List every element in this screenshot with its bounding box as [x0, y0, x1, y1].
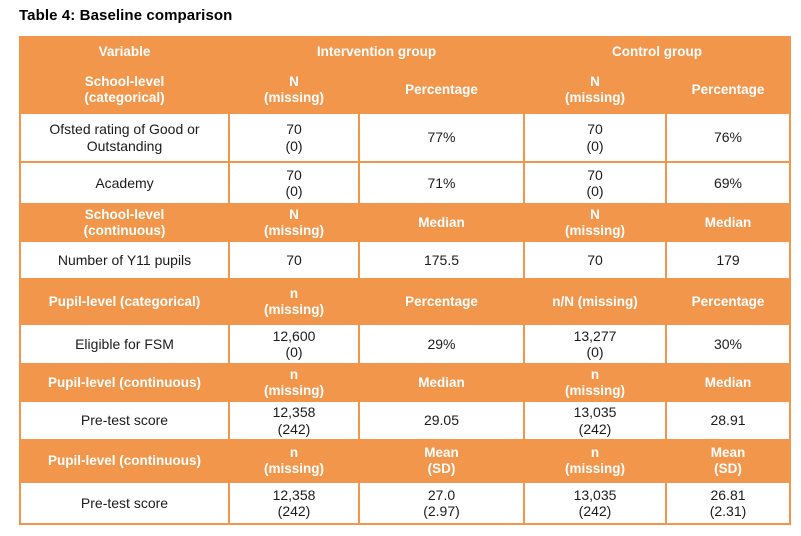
data-cell-r7-c0: Eligible for FSM — [19, 323, 230, 365]
header-cell-r4-c2: Median — [358, 203, 525, 242]
data-cell-r11-c4: 26.81 (2.31) — [664, 481, 792, 525]
data-cell-r9-c2: 29.05 — [358, 400, 525, 441]
table-row: Eligible for FSM 12,600 (0) 29% 13,277 (0) 3… — [19, 323, 792, 365]
data-cell-r9-c4: 28.91 — [664, 400, 792, 441]
table-title: Table 4: Baseline comparison — [19, 7, 233, 24]
data-cell-r11-c0: Pre-test score — [19, 481, 230, 525]
header-cell-r1-c1: N (missing) — [228, 66, 360, 114]
data-cell-r2-c2: 77% — [358, 112, 525, 163]
header-cell-r1-c4: Percentage — [664, 66, 792, 114]
data-cell-r2-c0: Ofsted rating of Good or Outstanding — [19, 112, 230, 163]
table-row: Number of Y11 pupils 70 175.5 70 179 — [19, 240, 792, 280]
header-cell-r4-c0: School-level (continuous) — [19, 203, 230, 242]
header-cell-r4-c4: Median — [664, 203, 792, 242]
data-cell-r11-c1: 12,358 (242) — [228, 481, 360, 525]
table-row: Ofsted rating of Good or Outstanding 70 (… — [19, 112, 792, 163]
header-cell-r10-c3: n (missing) — [523, 439, 667, 483]
header-cell-r8-c4: Median — [664, 363, 792, 402]
data-cell-r9-c3: 13,035 (242) — [523, 400, 667, 441]
data-cell-r5-c2: 175.5 — [358, 240, 525, 280]
data-cell-r7-c1: 12,600 (0) — [228, 323, 360, 365]
header-cell-r1-c0: School-level (categorical) — [19, 66, 230, 114]
data-cell-r3-c3: 70 (0) — [523, 161, 667, 205]
data-cell-r9-c1: 12,358 (242) — [228, 400, 360, 441]
header-row: Pupil-level (continuous) n (missing) Mean … — [19, 439, 792, 483]
table-row: Academy 70 (0) 71% 70 (0) 69% — [19, 161, 792, 205]
header-cell-r0-c2: Control group — [522, 36, 792, 68]
header-cell-r6-c3: n/N (missing) — [523, 278, 667, 325]
header-row: Pupil-level (continuous) n (missing) Media… — [19, 363, 792, 402]
table-body: Variable Intervention group Control group S… — [19, 36, 792, 525]
header-cell-r0-c1: Intervention group — [228, 36, 525, 68]
header-cell-r6-c4: Percentage — [664, 278, 792, 325]
header-cell-r4-c3: N (missing) — [523, 203, 667, 242]
data-cell-r5-c4: 179 — [664, 240, 792, 280]
data-cell-r11-c2: 27.0 (2.97) — [358, 481, 525, 525]
header-row: Pupil-level (categorical) n (missing) Perc… — [19, 278, 792, 325]
data-cell-r9-c0: Pre-test score — [19, 400, 230, 441]
header-cell-r6-c2: Percentage — [358, 278, 525, 325]
header-cell-r1-c3: N (missing) — [523, 66, 667, 114]
data-cell-r7-c2: 29% — [358, 323, 525, 365]
data-cell-r11-c3: 13,035 (242) — [523, 481, 667, 525]
header-cell-r1-c2: Percentage — [358, 66, 525, 114]
data-cell-r3-c0: Academy — [19, 161, 230, 205]
header-cell-r10-c1: n (missing) — [228, 439, 360, 483]
data-cell-r3-c4: 69% — [664, 161, 792, 205]
data-cell-r3-c1: 70 (0) — [228, 161, 360, 205]
header-cell-r6-c1: n (missing) — [228, 278, 360, 325]
data-cell-r5-c1: 70 — [228, 240, 360, 280]
baseline-comparison-table: Variable Intervention group Control group S… — [19, 36, 792, 525]
data-cell-r2-c1: 70 (0) — [228, 112, 360, 163]
data-cell-r5-c3: 70 — [523, 240, 667, 280]
data-cell-r3-c2: 71% — [358, 161, 525, 205]
header-cell-r4-c1: N (missing) — [228, 203, 360, 242]
header-cell-r8-c0: Pupil-level (continuous) — [19, 363, 230, 402]
header-cell-r0-c0: Variable — [19, 36, 230, 68]
header-row: School-level (categorical) N (missing) Per… — [19, 66, 792, 114]
table-row: Pre-test score 12,358 (242) 29.05 13,035 (2… — [19, 400, 792, 441]
data-cell-r2-c3: 70 (0) — [523, 112, 667, 163]
data-cell-r2-c4: 76% — [664, 112, 792, 163]
header-cell-r10-c0: Pupil-level (continuous) — [19, 439, 230, 483]
header-row: School-level (continuous) N (missing) Medi… — [19, 203, 792, 242]
data-cell-r7-c3: 13,277 (0) — [523, 323, 667, 365]
header-cell-r8-c3: n (missing) — [523, 363, 667, 402]
data-cell-r7-c4: 30% — [664, 323, 792, 365]
table-row: Pre-test score 12,358 (242) 27.0 (2.97) 13,… — [19, 481, 792, 525]
header-cell-r8-c2: Median — [358, 363, 525, 402]
header-cell-r8-c1: n (missing) — [228, 363, 360, 402]
header-cell-r10-c4: Mean (SD) — [664, 439, 792, 483]
data-cell-r5-c0: Number of Y11 pupils — [19, 240, 230, 280]
header-cell-r10-c2: Mean (SD) — [358, 439, 525, 483]
header-cell-r6-c0: Pupil-level (categorical) — [19, 278, 230, 325]
header-row: Variable Intervention group Control group — [19, 36, 792, 68]
